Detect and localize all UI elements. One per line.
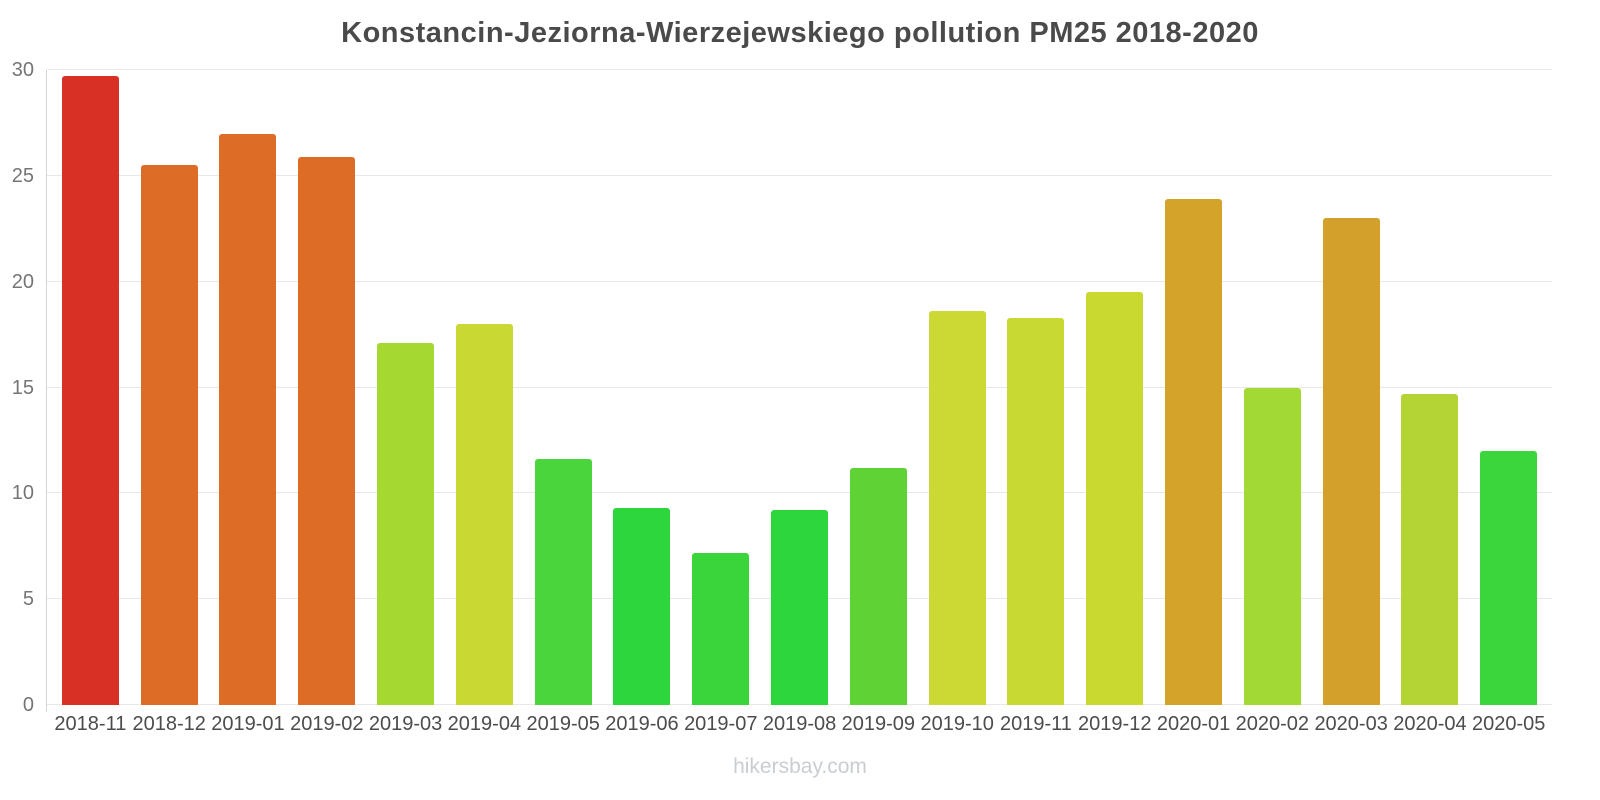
bar-2019-08[interactable] xyxy=(771,510,829,705)
plot-area: 0 5 10 15 20 25 30 2018-11 2018-12 2019-01 2019-02… xyxy=(12,60,1552,734)
x-axis-tick-label: 2018-11 xyxy=(54,713,127,735)
bar-slot: 2020-02 xyxy=(1233,70,1312,734)
y-axis-tick-label: 15 xyxy=(11,376,34,399)
bar-slot: 2020-03 xyxy=(1312,70,1391,734)
x-axis-tick-label: 2020-01 xyxy=(1156,713,1231,735)
watermark-hikersbay: hikersbay.com xyxy=(733,755,867,778)
bar-slot: 2019-05 xyxy=(524,70,603,734)
bar-slot: 2019-09 xyxy=(839,70,918,734)
y-axis-tick-label: 20 xyxy=(11,270,34,293)
x-axis-tick-label: 2019-05 xyxy=(526,713,600,735)
bar-2019-02[interactable] xyxy=(298,156,356,705)
x-axis-tick-label: 2019-01 xyxy=(211,713,285,735)
bar-slot: 2020-01 xyxy=(1154,70,1233,734)
bar-slot: 2019-08 xyxy=(760,70,839,734)
x-axis-tick-label: 2019-10 xyxy=(920,713,994,735)
bar-2018-12[interactable] xyxy=(140,165,198,705)
x-axis-tick-label: 2019-12 xyxy=(1078,713,1152,735)
bar-2020-04[interactable] xyxy=(1401,393,1459,705)
y-axis-tick-label: 25 xyxy=(11,164,34,187)
gridline-y-10 xyxy=(47,492,1552,494)
bar-2020-03[interactable] xyxy=(1322,218,1380,705)
bar-2019-12[interactable] xyxy=(1086,292,1144,705)
gridline-y-30 xyxy=(47,69,1552,70)
bar-slot: 2018-11 xyxy=(51,70,130,734)
bar-2018-11[interactable] xyxy=(61,76,119,705)
bar-2020-05[interactable] xyxy=(1480,451,1538,705)
x-axis-tick-label: 2019-04 xyxy=(447,713,522,735)
x-axis-tick-label: 2020-04 xyxy=(1393,713,1467,735)
bar-2019-01[interactable] xyxy=(219,133,277,705)
x-axis-tick-label: 2019-11 xyxy=(999,713,1072,735)
bar-slot: 2019-01 xyxy=(209,70,288,734)
y-axis-tick-label: 5 xyxy=(22,588,34,611)
bar-slot: 2018-12 xyxy=(130,70,209,734)
bar-2019-04[interactable] xyxy=(455,324,513,705)
gridline-y-15 xyxy=(47,386,1552,388)
y-axis-tick-label: 10 xyxy=(11,482,34,505)
x-axis-tick-label: 2019-09 xyxy=(841,713,916,735)
bar-2019-11[interactable] xyxy=(1007,317,1065,705)
x-axis-tick-label: 2019-07 xyxy=(684,713,758,735)
x-axis-tick-label: 2019-03 xyxy=(368,713,443,735)
bars-container: 2018-11 2018-12 2019-01 2019-02 2019-03 2019-… xyxy=(47,70,1552,734)
y-axis-tick-label: 0 xyxy=(22,694,34,716)
bar-slot: 2019-10 xyxy=(918,70,997,734)
x-axis-tick-label: 2020-02 xyxy=(1235,713,1310,735)
x-axis-tick-label: 2019-08 xyxy=(762,713,837,735)
bar-slot: 2019-03 xyxy=(366,70,445,734)
bar-2019-03[interactable] xyxy=(377,343,435,705)
bar-slot: 2019-12 xyxy=(1075,70,1154,734)
chart-title: Konstancin-Jeziorna-Wierzejewskiego poll… xyxy=(341,17,1259,49)
y-axis-tick-label: 30 xyxy=(11,59,34,81)
bar-slot: 2019-02 xyxy=(287,70,366,734)
bar-2019-06[interactable] xyxy=(613,508,671,705)
bar-slot: 2019-06 xyxy=(603,70,682,734)
bar-slot: 2019-07 xyxy=(681,70,760,734)
bar-slot: 2020-05 xyxy=(1469,70,1548,734)
bar-slot: 2020-04 xyxy=(1391,70,1470,734)
gridline-y-25 xyxy=(47,174,1552,176)
gridline-y-20 xyxy=(47,280,1552,282)
bar-2020-01[interactable] xyxy=(1165,199,1223,705)
bar-slot: 2019-04 xyxy=(445,70,524,734)
x-axis-tick-label: 2020-03 xyxy=(1314,713,1388,735)
bar-2019-05[interactable] xyxy=(534,459,592,705)
x-axis-tick-label: 2019-02 xyxy=(290,713,364,735)
bar-2019-09[interactable] xyxy=(849,467,907,705)
bar-2019-10[interactable] xyxy=(928,311,986,705)
x-axis-tick-label: 2019-06 xyxy=(605,713,679,735)
x-axis-tick-label: 2020-05 xyxy=(1472,713,1546,735)
bar-2019-07[interactable] xyxy=(692,552,750,705)
bar-slot: 2019-11 xyxy=(997,70,1076,734)
bar-2020-02[interactable] xyxy=(1243,387,1301,705)
x-axis-tick-label: 2018-12 xyxy=(132,713,206,735)
